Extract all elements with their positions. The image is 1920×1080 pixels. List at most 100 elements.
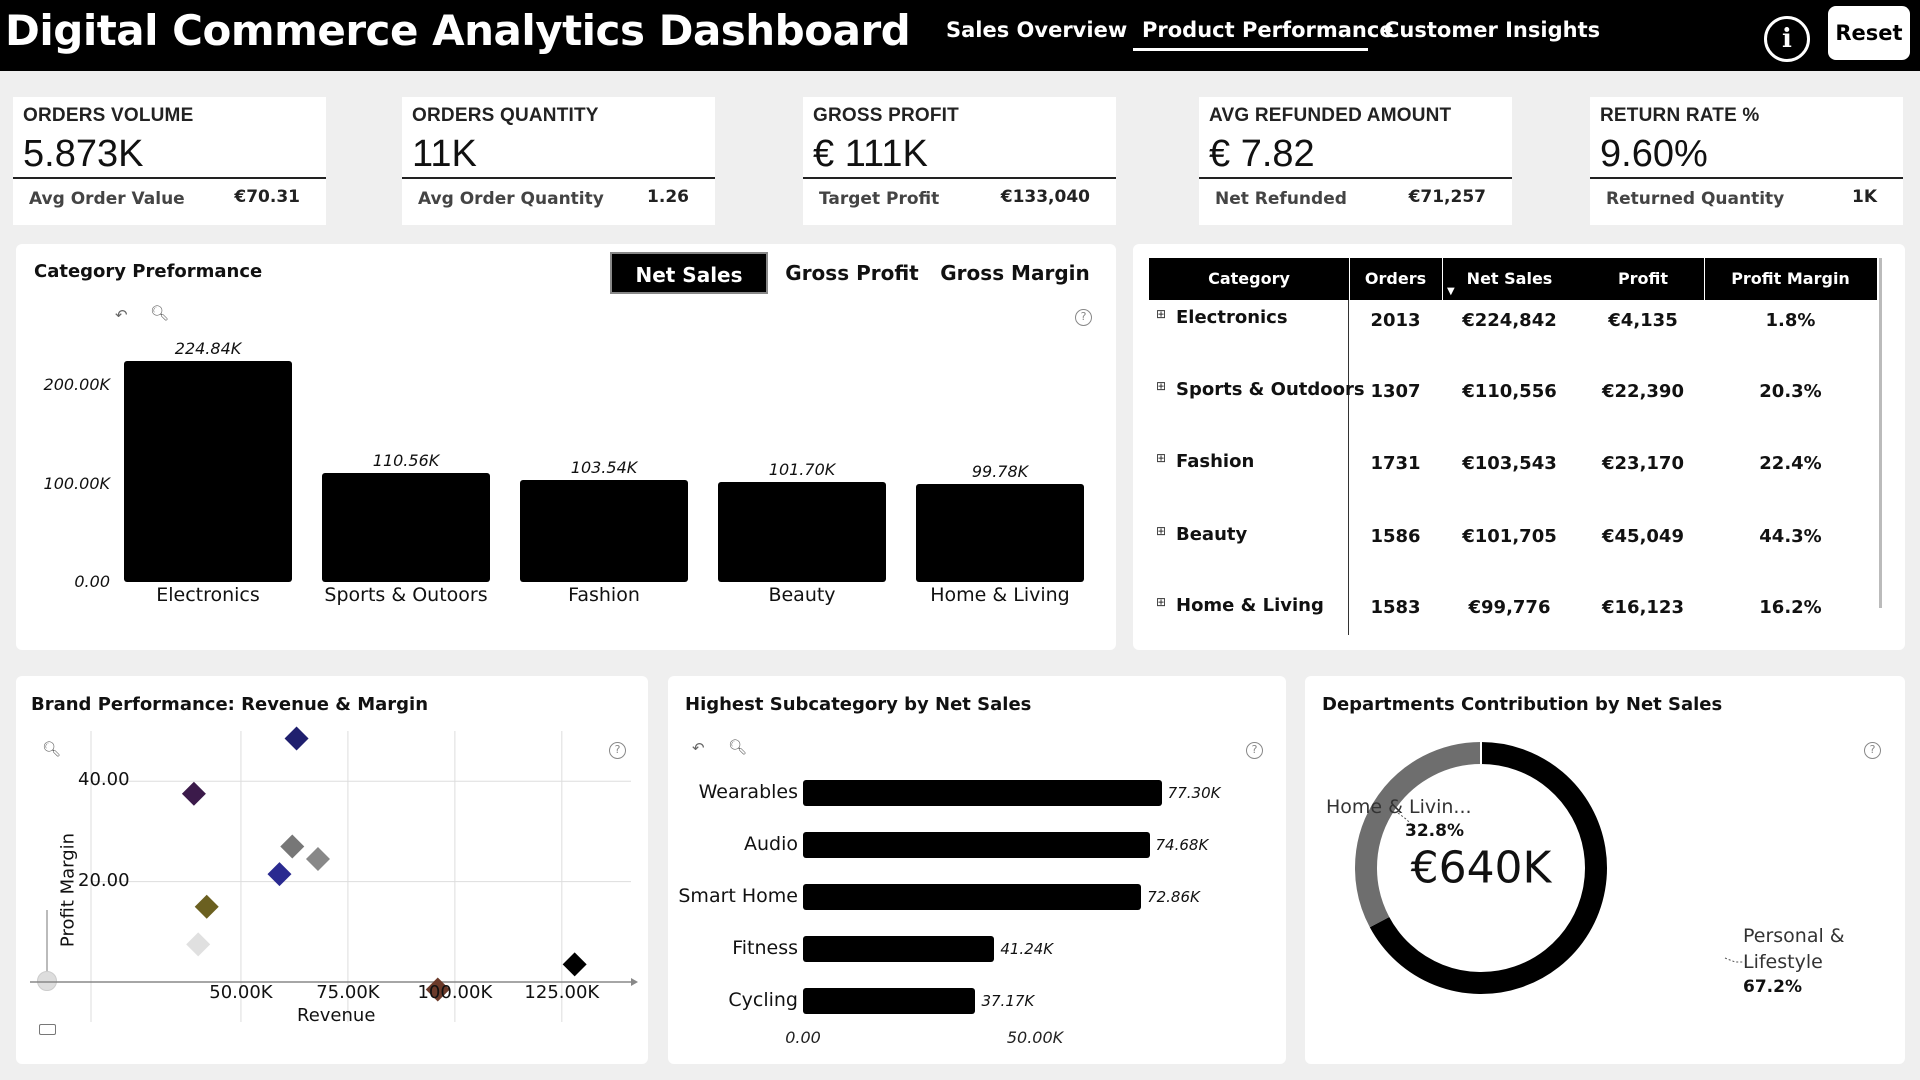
subcategory-bar[interactable] [803, 884, 1142, 910]
cell-margin: 1.8% [1765, 310, 1816, 331]
help-icon[interactable]: ? [609, 742, 626, 759]
header-divider [1442, 258, 1443, 300]
scatter-point[interactable] [284, 726, 309, 751]
zoom-slider-handle[interactable] [37, 971, 57, 991]
zoom-icon[interactable]: 🔍︎ [42, 740, 62, 758]
info-icon[interactable]: i [1764, 16, 1810, 62]
kpi-value: 11K [412, 133, 477, 175]
y-tick-label: 100.00K [43, 473, 110, 493]
cell-category: Sports & Outdoors [1176, 379, 1365, 400]
donut-slice[interactable] [1369, 742, 1607, 994]
subcategory-panel-title: Highest Subcategory by Net Sales [685, 694, 1032, 715]
expand-icon[interactable]: ⊞ [1156, 451, 1167, 465]
subcategory-label: Fitness [732, 937, 798, 959]
kpi-label: RETURN RATE % [1600, 105, 1760, 126]
category-bar[interactable] [322, 473, 490, 582]
kpi-orders-volume: ORDERS VOLUME 5.873K Avg Order Value €70… [13, 97, 326, 225]
subcategory-bar[interactable] [803, 988, 976, 1014]
help-icon[interactable]: ? [1075, 309, 1092, 326]
zoom-icon[interactable]: 🔍︎ [150, 304, 170, 322]
sort-desc-icon: ▼ [1447, 286, 1455, 297]
kpi-return-rate: RETURN RATE % 9.60% Returned Quantity 1K [1590, 97, 1903, 225]
subcategory-label: Audio [743, 833, 798, 855]
scatter-point[interactable] [425, 977, 450, 1002]
category-bar[interactable] [124, 361, 292, 582]
brand-panel-title: Brand Performance: Revenue & Margin [31, 694, 429, 715]
cell-orders: 1307 [1370, 381, 1421, 402]
table-header: Category Orders Net Sales ▼ Profit Profi… [1149, 258, 1877, 300]
scatter-point[interactable] [267, 862, 292, 887]
bar-value-label: 72.86K [1147, 888, 1200, 906]
help-icon[interactable]: ? [1246, 742, 1263, 759]
tab-product-performance[interactable]: Product Performance [1142, 18, 1394, 42]
tab-sales-overview[interactable]: Sales Overview [946, 18, 1128, 42]
dashboard-title: Digital Commerce Analytics Dashboard [5, 6, 911, 55]
cell-margin: 20.3% [1759, 381, 1822, 402]
kpi-divider [803, 177, 1116, 179]
table-scrollbar[interactable] [1879, 258, 1882, 608]
scatter-point[interactable] [186, 932, 211, 957]
scatter-point[interactable] [181, 781, 206, 806]
x-tick-label: 125.00K [524, 982, 600, 1003]
expand-icon[interactable]: ⊞ [1156, 595, 1167, 609]
col-orders[interactable]: Orders [1364, 269, 1427, 288]
expand-icon[interactable]: ⊞ [1156, 379, 1167, 393]
cell-profit: €4,135 [1608, 310, 1678, 331]
cell-net-sales: €224,842 [1462, 310, 1557, 331]
scatter-point[interactable] [280, 834, 305, 859]
keyboard-icon[interactable] [39, 1024, 56, 1035]
reset-button[interactable]: Reset [1828, 6, 1910, 60]
scatter-point[interactable] [562, 952, 587, 977]
toggle-net-sales[interactable]: Net Sales [610, 252, 768, 294]
subcategory-bar[interactable] [803, 780, 1162, 806]
y-tick-label: 0.00 [74, 572, 110, 591]
kpi-sub-value: €71,257 [1408, 187, 1486, 207]
undo-icon[interactable]: ↶ [692, 739, 705, 757]
cell-net-sales: €103,543 [1462, 453, 1557, 474]
cell-orders: 2013 [1370, 310, 1421, 331]
help-icon[interactable]: ? [1864, 742, 1881, 759]
x-tick-label: 75.00K [316, 982, 380, 1003]
category-bar[interactable] [520, 480, 688, 582]
donut-label-personal-line2: Lifestyle [1743, 951, 1823, 973]
col-category[interactable]: Category [1208, 269, 1290, 288]
x-tick-label: 50.00K [1006, 1028, 1064, 1047]
category-bar[interactable] [718, 482, 886, 582]
tab-customer-insights[interactable]: Customer Insights [1384, 18, 1601, 42]
subcategory-bar[interactable] [803, 832, 1150, 858]
kpi-gross-profit: GROSS PROFIT € 111K Target Profit €133,0… [803, 97, 1116, 225]
col-profit-margin[interactable]: Profit Margin [1731, 269, 1850, 288]
subcategory-bar[interactable] [803, 936, 995, 962]
cell-profit: €16,123 [1602, 597, 1684, 618]
scatter-point[interactable] [305, 847, 330, 872]
departments-donut-chart [1355, 742, 1743, 994]
scatter-point[interactable] [194, 894, 219, 919]
kpi-sub-label: Avg Order Value [29, 189, 185, 209]
cell-category: Home & Living [1176, 595, 1324, 616]
category-bar[interactable] [916, 483, 1084, 582]
bar-value-label: 101.70K [768, 460, 836, 480]
kpi-sub-value: €70.31 [234, 187, 300, 207]
zoom-icon[interactable]: 🔍︎ [728, 738, 748, 756]
donut-pct-personal: 67.2% [1743, 977, 1802, 997]
donut-slice[interactable] [1355, 742, 1482, 928]
toggle-gross-margin[interactable]: Gross Margin [940, 261, 1090, 285]
subcategory-panel [668, 676, 1286, 1064]
brand-performance-panel [16, 676, 648, 1064]
toggle-gross-profit[interactable]: Gross Profit [785, 261, 919, 285]
kpi-value: 9.60% [1600, 133, 1708, 175]
subcategory-label: Wearables [698, 781, 798, 803]
undo-icon[interactable]: ↶ [115, 306, 128, 324]
cell-orders: 1583 [1370, 597, 1421, 618]
col-net-sales[interactable]: Net Sales [1466, 269, 1553, 288]
kpi-sub-label: Avg Order Quantity [418, 189, 604, 209]
kpi-avg-refunded-amount: AVG REFUNDED AMOUNT € 7.82 Net Refunded … [1199, 97, 1512, 225]
bar-value-label: 99.78K [971, 461, 1029, 481]
subcategory-label: Smart Home [678, 885, 798, 907]
kpi-sub-value: 1K [1851, 187, 1877, 207]
donut-label-personal-line1: Personal & [1743, 925, 1845, 947]
y-tick-label: 40.00 [78, 769, 130, 791]
expand-icon[interactable]: ⊞ [1156, 524, 1167, 538]
col-profit[interactable]: Profit [1617, 269, 1669, 288]
expand-icon[interactable]: ⊞ [1156, 307, 1167, 321]
